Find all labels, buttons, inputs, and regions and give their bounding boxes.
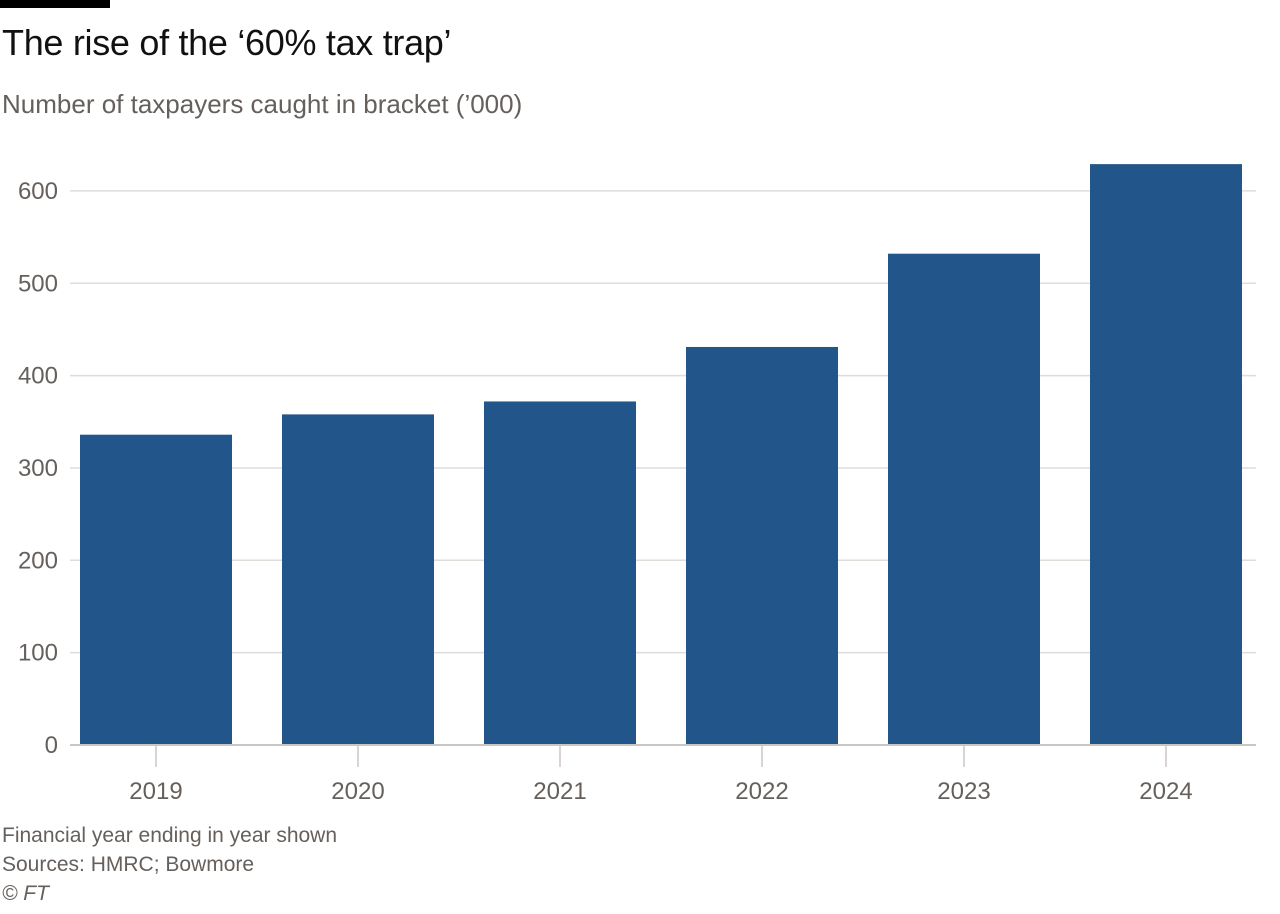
footnote: Financial year ending in year shown — [2, 824, 338, 847]
y-tick-label: 200 — [18, 547, 58, 574]
y-tick-label: 400 — [18, 363, 58, 390]
bars — [80, 164, 1242, 745]
bar-2024 — [1090, 164, 1242, 745]
y-tick-label: 600 — [18, 178, 58, 205]
x-tick-label: 2023 — [937, 778, 990, 805]
x-tick-label: 2021 — [533, 778, 586, 805]
copyright: © FT — [2, 882, 49, 905]
y-tick-label: 0 — [45, 732, 58, 759]
y-tick-label: 300 — [18, 455, 58, 482]
y-tick-label: 100 — [18, 640, 58, 667]
chart-subtitle: Number of taxpayers caught in bracket (’… — [2, 89, 523, 119]
brand-bar — [0, 0, 110, 8]
sources: Sources: HMRC; Bowmore — [2, 853, 255, 876]
y-tick-label: 500 — [18, 270, 58, 297]
x-tick-label: 2024 — [1139, 778, 1192, 805]
tick-labels: 0 100 200 300 400 500 600 2019 2020 2021 2022 2023 2… — [18, 178, 1193, 805]
x-tick-label: 2022 — [735, 778, 788, 805]
bar-2023 — [888, 253, 1040, 745]
x-tick-label: 2020 — [331, 778, 384, 805]
x-axis — [70, 744, 1256, 767]
bar-2021 — [484, 401, 636, 745]
bar-2019 — [80, 434, 232, 745]
chart-title: The rise of the ‘60% tax trap’ — [2, 22, 452, 63]
gridlines — [70, 190, 1256, 654]
x-tick-label: 2019 — [129, 778, 182, 805]
bar-2022 — [686, 346, 838, 745]
bar-2020 — [282, 414, 434, 745]
